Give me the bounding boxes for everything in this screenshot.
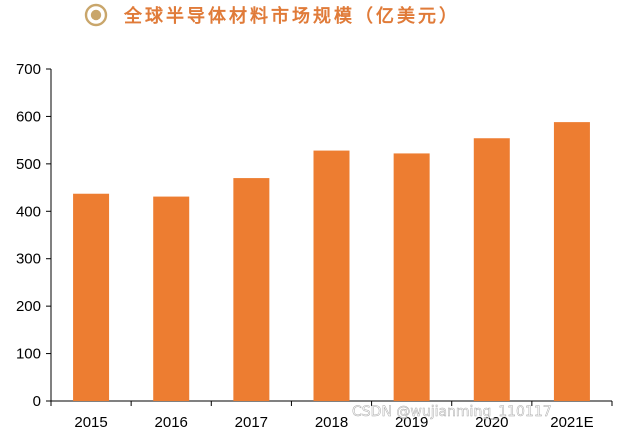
x-tick-label: 2019 <box>395 414 428 431</box>
y-tick-label: 600 <box>16 108 41 125</box>
y-tick-label: 200 <box>16 298 41 315</box>
bar-2016 <box>153 196 190 401</box>
x-tick-label: 2018 <box>315 414 348 431</box>
y-tick-label: 0 <box>33 393 41 410</box>
bar-2015 <box>73 193 110 401</box>
watermark-text: CSDN @wujianming_110117 <box>352 404 552 420</box>
chart-header: 全球半导体材料市场规模（亿美元） <box>0 0 618 34</box>
x-tick-label: 2016 <box>155 414 188 431</box>
bar-2020 <box>473 138 510 401</box>
bar-2017 <box>233 178 270 401</box>
x-tick-label: 2017 <box>235 414 268 431</box>
y-axis: 0 100 200 300 400 500 600 700 <box>16 61 52 410</box>
bar-series <box>73 122 590 402</box>
bar-2021E <box>553 122 590 402</box>
y-tick-label: 700 <box>16 61 41 78</box>
y-tick-label: 100 <box>16 346 41 363</box>
x-axis: 2015 2016 2017 2018 2019 2020 2021E <box>50 400 613 431</box>
y-tick-label: 300 <box>16 251 41 268</box>
y-tick-label: 400 <box>16 203 41 220</box>
bar-2018 <box>313 150 350 401</box>
x-tick-label: 2015 <box>74 414 107 431</box>
target-circle-icon <box>84 3 108 27</box>
x-tick-label: 2021E <box>550 414 593 431</box>
chart-title: 全球半导体材料市场规模（亿美元） <box>124 6 460 27</box>
y-tick-label: 500 <box>16 156 41 173</box>
bar-2019 <box>393 153 430 401</box>
x-tick-label: 2020 <box>475 414 508 431</box>
